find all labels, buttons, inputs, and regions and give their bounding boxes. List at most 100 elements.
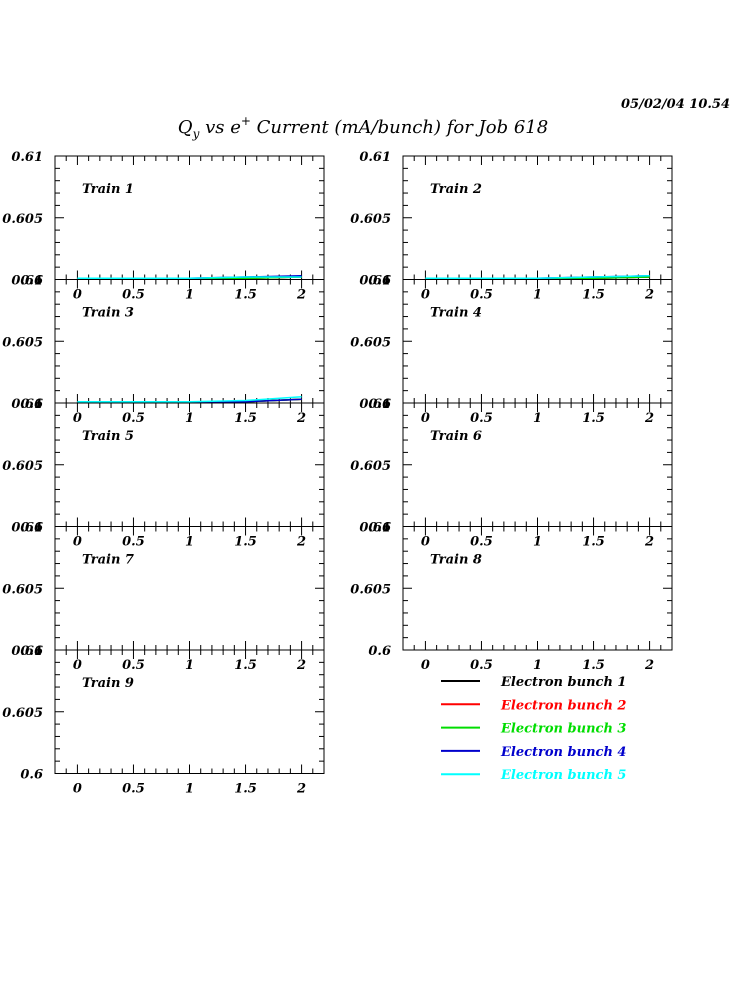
x-tick-label: 1 bbox=[185, 535, 194, 550]
x-tick-label: 1.5 bbox=[234, 782, 257, 797]
x-tick-label: 0 bbox=[73, 658, 82, 673]
x-tick-label: 1.5 bbox=[234, 535, 257, 550]
x-tick-label: 0.5 bbox=[122, 288, 145, 303]
x-tick-label: 0 bbox=[73, 535, 82, 550]
x-tick-label: 2 bbox=[296, 658, 306, 673]
y-tick-label: 0.61 bbox=[359, 521, 391, 536]
y-tick-label: 0.61 bbox=[359, 150, 391, 165]
x-tick-label: 0 bbox=[421, 658, 430, 673]
x-tick-label: 2 bbox=[296, 288, 306, 303]
title-e-sup: + bbox=[241, 114, 251, 128]
series-line-bunch-5 bbox=[425, 275, 650, 280]
x-tick-label: 1.5 bbox=[582, 288, 605, 303]
x-tick-label: 1 bbox=[185, 782, 194, 797]
x-tick-label: 2 bbox=[644, 535, 654, 550]
x-tick-label: 2 bbox=[296, 782, 306, 797]
y-tick-label: 0.61 bbox=[11, 644, 43, 659]
panel-label: Train 9 bbox=[82, 676, 134, 691]
x-tick-label: 0.5 bbox=[470, 288, 493, 303]
x-tick-label: 0.5 bbox=[122, 782, 145, 797]
legend-item-3: Electron bunch 3 bbox=[441, 722, 626, 737]
legend-label: Electron bunch 2 bbox=[500, 698, 626, 713]
x-tick-label: 0.5 bbox=[122, 411, 145, 426]
y-tick-label: 0.605 bbox=[2, 212, 43, 227]
legend-label: Electron bunch 3 bbox=[500, 722, 626, 737]
y-tick-label: 0.605 bbox=[350, 212, 391, 227]
x-tick-label: 2 bbox=[644, 288, 654, 303]
y-tick-label: 0.605 bbox=[2, 706, 43, 721]
y-tick-label: 0.6 bbox=[368, 274, 391, 289]
legend: Electron bunch 1 Electron bunch 2 Electron… bbox=[441, 675, 626, 783]
title-q-sub: y bbox=[192, 127, 200, 141]
title-q: Q bbox=[178, 117, 193, 138]
x-tick-label: 1.5 bbox=[582, 411, 605, 426]
y-tick-label: 0.61 bbox=[11, 274, 43, 289]
x-tick-label: 1 bbox=[533, 535, 542, 550]
title-rest: Current (mA/bunch) for Job 618 bbox=[251, 117, 548, 138]
panel-train-2: 0.6 0.605 0.61 0 0.5 1 1.5 2 Train 2 bbox=[350, 150, 673, 303]
panel-train-5: 0.6 0.605 0.61 0 0.5 1 1.5 2 Train 5 bbox=[2, 397, 325, 550]
title-vs: vs e bbox=[199, 117, 241, 138]
y-tick-label: 0.61 bbox=[11, 150, 43, 165]
panel-train-1: 0.6 0.605 0.61 0 0.5 1 1.5 2 Train 1 bbox=[2, 150, 325, 303]
legend-label: Electron bunch 5 bbox=[500, 768, 626, 783]
panel-label: Train 1 bbox=[82, 182, 134, 197]
x-tick-label: 0 bbox=[73, 782, 82, 797]
y-tick-label: 0.6 bbox=[20, 397, 43, 412]
y-tick-label: 0.61 bbox=[359, 274, 391, 289]
y-tick-label: 0.605 bbox=[350, 335, 391, 350]
legend-label: Electron bunch 4 bbox=[500, 745, 626, 760]
y-tick-label: 0.6 bbox=[20, 521, 43, 536]
panel-label: Train 6 bbox=[430, 429, 482, 444]
panel-label: Train 4 bbox=[430, 306, 482, 321]
panel-frame bbox=[54, 155, 325, 280]
panel-label: Train 7 bbox=[82, 553, 134, 568]
x-tick-label: 0.5 bbox=[122, 535, 145, 550]
legend-item-4: Electron bunch 4 bbox=[441, 745, 626, 760]
legend-label: Electron bunch 1 bbox=[500, 675, 626, 690]
x-tick-label: 0.5 bbox=[470, 535, 493, 550]
y-tick-label: 0.6 bbox=[20, 768, 43, 783]
x-tick-label: 0 bbox=[421, 288, 430, 303]
y-tick-label: 0.61 bbox=[11, 397, 43, 412]
y-tick-label: 0.605 bbox=[350, 582, 391, 597]
x-tick-label: 0 bbox=[421, 411, 430, 426]
series-line-bunch-5 bbox=[77, 276, 302, 280]
x-tick-label: 2 bbox=[296, 411, 306, 426]
x-tick-label: 0 bbox=[421, 535, 430, 550]
x-tick-label: 2 bbox=[296, 535, 306, 550]
timestamp: 05/02/04 10.54 bbox=[621, 97, 730, 112]
x-tick-label: 2 bbox=[644, 411, 654, 426]
x-tick-label: 2 bbox=[644, 658, 654, 673]
x-tick-label: 1.5 bbox=[234, 411, 257, 426]
x-tick-label: 1.5 bbox=[582, 535, 605, 550]
y-tick-label: 0.6 bbox=[368, 397, 391, 412]
x-tick-label: 0.5 bbox=[122, 658, 145, 673]
x-tick-label: 1 bbox=[533, 288, 542, 303]
y-tick-label: 0.6 bbox=[20, 644, 43, 659]
legend-item-1: Electron bunch 1 bbox=[441, 675, 626, 690]
x-tick-label: 1 bbox=[533, 411, 542, 426]
y-tick-label: 0.605 bbox=[2, 335, 43, 350]
y-tick-label: 0.605 bbox=[2, 582, 43, 597]
x-tick-label: 1 bbox=[185, 658, 194, 673]
y-tick-label: 0.61 bbox=[11, 521, 43, 536]
x-tick-label: 1 bbox=[185, 288, 194, 303]
y-tick-label: 0.6 bbox=[368, 521, 391, 536]
chart-title: Qy vs e+ Current (mA/bunch) for Job 618 bbox=[178, 114, 548, 141]
panel-label: Train 2 bbox=[430, 182, 482, 197]
y-tick-label: 0.605 bbox=[2, 459, 43, 474]
panel-frame bbox=[402, 155, 673, 280]
x-tick-label: 1.5 bbox=[582, 658, 605, 673]
x-tick-label: 0 bbox=[73, 411, 82, 426]
x-tick-label: 0.5 bbox=[470, 658, 493, 673]
panel-label: Train 5 bbox=[82, 429, 134, 444]
series-line-bunch-5 bbox=[77, 396, 302, 403]
legend-item-2: Electron bunch 2 bbox=[441, 698, 626, 713]
